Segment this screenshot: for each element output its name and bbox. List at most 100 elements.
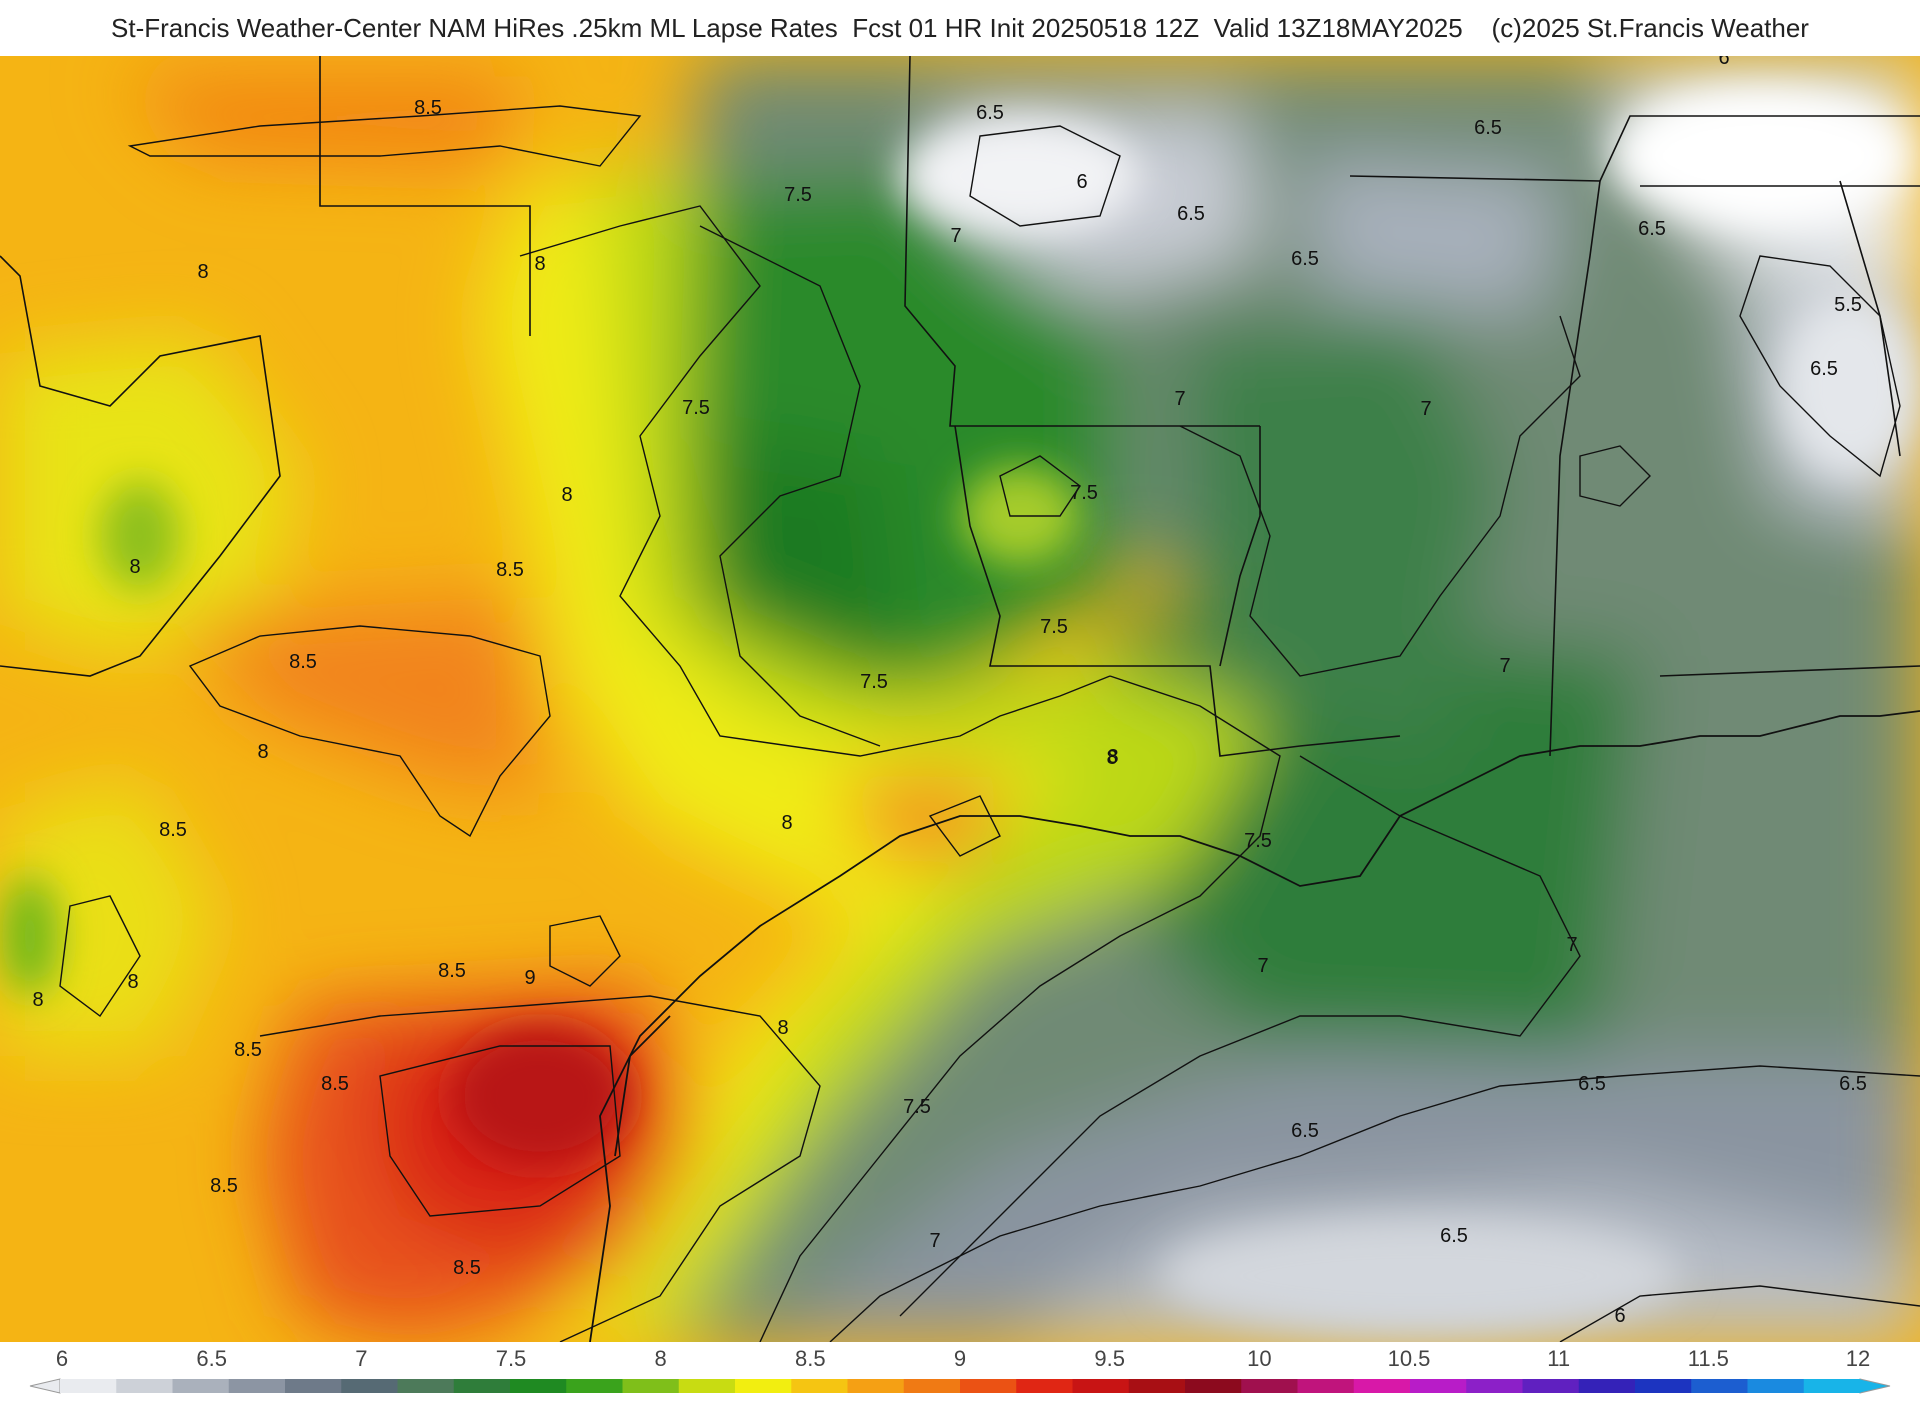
colorbar-swatch	[1803, 1379, 1861, 1393]
colorbar-swatches	[60, 1379, 1861, 1393]
contour-label: 7	[929, 1230, 940, 1252]
contour-label: 6.5	[1291, 1120, 1319, 1142]
contour-label: 8.5	[234, 1039, 262, 1061]
colorbar-swatch	[510, 1379, 567, 1393]
colorbar-tick-label: 7.5	[495, 1346, 527, 1371]
contour-label: 7.5	[784, 184, 812, 206]
colorbar-swatch	[622, 1379, 680, 1393]
colorbar-right-arrow	[1859, 1378, 1891, 1394]
contour-label: 8	[561, 484, 572, 506]
contour-label: 6.5	[1291, 248, 1319, 270]
contour-label: 8	[1106, 747, 1117, 769]
contour-label: 7.5	[1070, 482, 1098, 504]
contour-label: 6.5	[976, 102, 1004, 124]
colorbar-swatch	[791, 1379, 848, 1393]
contour-label: 7	[1420, 398, 1431, 420]
colorbar-tick-label: 9.5	[1094, 1346, 1125, 1371]
map-title: St-Francis Weather-Center NAM HiRes .25k…	[111, 12, 1809, 43]
colorbar-swatch	[116, 1379, 173, 1393]
contour-label: 8.5	[321, 1073, 349, 1095]
contour-label: 8.5	[210, 1175, 238, 1197]
colorbar-swatch	[1128, 1379, 1186, 1393]
contour-label: 6	[1614, 1305, 1625, 1327]
contour-label: 8	[1107, 746, 1118, 768]
colorbar-swatch	[1747, 1379, 1805, 1393]
colorbar-tick-label: 9	[953, 1346, 967, 1371]
colorbar-tick-label: 10	[1247, 1346, 1272, 1371]
colorbar-tick-label: 8	[654, 1346, 667, 1371]
contour-label: 6	[1718, 56, 1729, 69]
contour-label: 6	[1076, 171, 1087, 193]
colorbar-swatch	[678, 1379, 736, 1393]
colorbar-swatch	[847, 1379, 905, 1393]
colorbar-tick-label: 11	[1547, 1346, 1571, 1371]
contour-label: 7	[1257, 955, 1268, 977]
colorbar-swatch	[228, 1379, 286, 1393]
contour-label: 8	[257, 741, 268, 763]
colorbar-swatch	[1016, 1379, 1073, 1393]
colorbar-tick-label: 10.5	[1387, 1346, 1431, 1371]
contour-label: 7.5	[860, 671, 888, 693]
contour-label: 8	[781, 812, 792, 834]
contour-label: 7	[1174, 388, 1185, 410]
colorbar-tick-label: 7	[355, 1346, 368, 1371]
colorbar-tick-label: 12	[1845, 1346, 1871, 1371]
contour-label: 7.5	[903, 1096, 931, 1118]
contour-label: 8.5	[289, 651, 317, 673]
contour-label: 8	[32, 989, 43, 1011]
contour-label: 6.5	[1474, 117, 1502, 139]
contour-label: 7.5	[682, 397, 710, 419]
contour-label: 7	[950, 225, 961, 247]
contour-labels: 8.5 8 8 8 8 8.5 8.5 8 8 8 8.5 9 8.5 8.5 8.5 8.5 8.5 8 8 8 7.…	[32, 56, 1866, 1327]
contour-label: 8.5	[496, 559, 524, 581]
contour-label: 8.5	[438, 960, 466, 982]
contour-label: 6.5	[1440, 1225, 1468, 1247]
colorbar-swatch	[1072, 1379, 1130, 1393]
colorbar-tick-label: 8.5	[795, 1346, 826, 1371]
contour-label: 8	[777, 1017, 788, 1039]
contour-label: 8	[129, 556, 140, 578]
colorbar-swatch	[60, 1379, 117, 1393]
colorbar-swatch	[341, 1379, 398, 1393]
colorbar-swatch	[1410, 1379, 1467, 1393]
colorbar-swatch	[1185, 1379, 1242, 1393]
colorbar-swatch	[1353, 1379, 1411, 1393]
colorbar-swatch	[285, 1379, 342, 1393]
colorbar-swatch	[1297, 1379, 1355, 1393]
colorbar-swatch	[1522, 1379, 1580, 1393]
contour-label: 5.5	[1834, 294, 1862, 316]
contour-label: 8.5	[453, 1257, 481, 1279]
colorbar-swatch	[397, 1379, 455, 1393]
lapse-rate-fill	[0, 56, 1920, 1342]
colorbar-tick-label: 6.5	[196, 1346, 227, 1371]
contour-label: 7	[1499, 655, 1510, 677]
lapse-rate-contours	[59, 105, 1920, 1342]
color-scale-bar	[0, 1342, 1920, 1400]
contour-label: 7	[1566, 934, 1577, 956]
colorbar-swatch	[1635, 1379, 1692, 1393]
contour-label: 6.5	[1810, 358, 1838, 380]
contour-label: 6.5	[1839, 1073, 1867, 1095]
contour-label: 8	[197, 261, 208, 283]
contour-label: 8	[534, 253, 545, 275]
contour-label: 6.5	[1578, 1073, 1606, 1095]
contour-label: 9	[524, 967, 535, 989]
contour-label: 8.5	[414, 97, 442, 119]
contour-label: 6.5	[1638, 218, 1666, 240]
colorbar-left-arrow	[29, 1378, 61, 1394]
contour-label: 8	[127, 971, 138, 993]
colorbar-swatch	[903, 1379, 961, 1393]
colorbar-swatch	[1691, 1379, 1748, 1393]
coastline	[589, 710, 1920, 1342]
colorbar-swatch	[1466, 1379, 1523, 1393]
lapse-rate-map: 8.5 8 8 8 8 8.5 8.5 8 8 8 8.5 9 8.5 8.5 8.5 8.5 8.5 8 8 8 7.…	[0, 56, 1920, 1342]
colorbar-tick-label: 6	[55, 1346, 69, 1371]
colorbar-swatch	[566, 1379, 623, 1393]
colorbar-swatch	[735, 1379, 792, 1393]
colorbar-tick-label: 11.5	[1687, 1346, 1729, 1371]
colorbar-swatch	[1578, 1379, 1636, 1393]
contour-label: 7.5	[1244, 830, 1272, 852]
contour-label: 8.5	[159, 819, 187, 841]
colorbar-swatch	[960, 1379, 1017, 1393]
colorbar-swatch	[453, 1379, 511, 1393]
